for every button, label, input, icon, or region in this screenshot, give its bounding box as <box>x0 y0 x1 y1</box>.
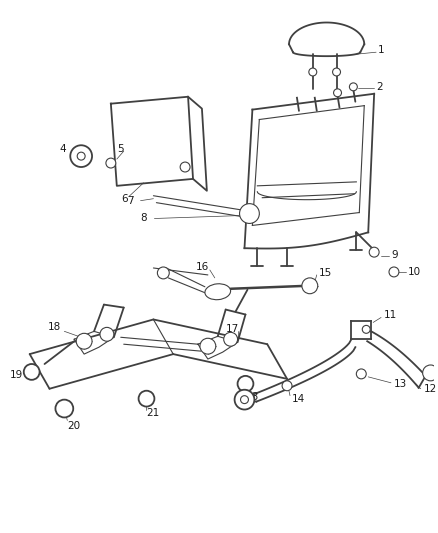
Text: 13: 13 <box>394 379 407 389</box>
Circle shape <box>240 395 248 403</box>
Circle shape <box>302 278 318 294</box>
Ellipse shape <box>205 284 230 300</box>
Text: 14: 14 <box>292 394 305 403</box>
Circle shape <box>70 146 92 167</box>
Text: 2: 2 <box>376 82 383 92</box>
Text: 4: 4 <box>60 144 66 154</box>
Circle shape <box>76 333 92 349</box>
Text: 10: 10 <box>408 267 421 277</box>
Text: 7: 7 <box>127 196 133 206</box>
Circle shape <box>157 267 169 279</box>
Text: 16: 16 <box>196 262 209 272</box>
Text: 19: 19 <box>10 370 23 380</box>
Text: 9: 9 <box>391 250 398 260</box>
Text: 20: 20 <box>67 422 81 431</box>
Text: 15: 15 <box>319 268 332 278</box>
Circle shape <box>200 338 216 354</box>
Circle shape <box>282 381 292 391</box>
Circle shape <box>235 390 254 409</box>
Circle shape <box>100 327 114 341</box>
Text: 18: 18 <box>245 392 259 402</box>
Circle shape <box>180 162 190 172</box>
Text: 17: 17 <box>226 325 239 334</box>
Circle shape <box>389 267 399 277</box>
Text: 5: 5 <box>117 144 124 154</box>
Text: 21: 21 <box>146 408 160 418</box>
Text: 1: 1 <box>378 45 385 55</box>
Circle shape <box>138 391 155 407</box>
Circle shape <box>309 68 317 76</box>
Circle shape <box>77 152 85 160</box>
Circle shape <box>350 83 357 91</box>
Text: 12: 12 <box>424 384 437 394</box>
Circle shape <box>237 376 254 392</box>
Circle shape <box>24 364 39 380</box>
Text: 8: 8 <box>141 214 147 223</box>
Circle shape <box>106 158 116 168</box>
Circle shape <box>332 68 340 76</box>
Circle shape <box>334 89 342 97</box>
Text: 6: 6 <box>121 193 127 204</box>
Circle shape <box>224 332 237 346</box>
Circle shape <box>240 204 259 223</box>
Circle shape <box>423 365 438 381</box>
Text: 11: 11 <box>384 311 397 320</box>
Circle shape <box>369 247 379 257</box>
Circle shape <box>362 325 370 333</box>
Circle shape <box>56 400 73 417</box>
Text: 18: 18 <box>47 322 61 333</box>
Circle shape <box>357 369 366 379</box>
